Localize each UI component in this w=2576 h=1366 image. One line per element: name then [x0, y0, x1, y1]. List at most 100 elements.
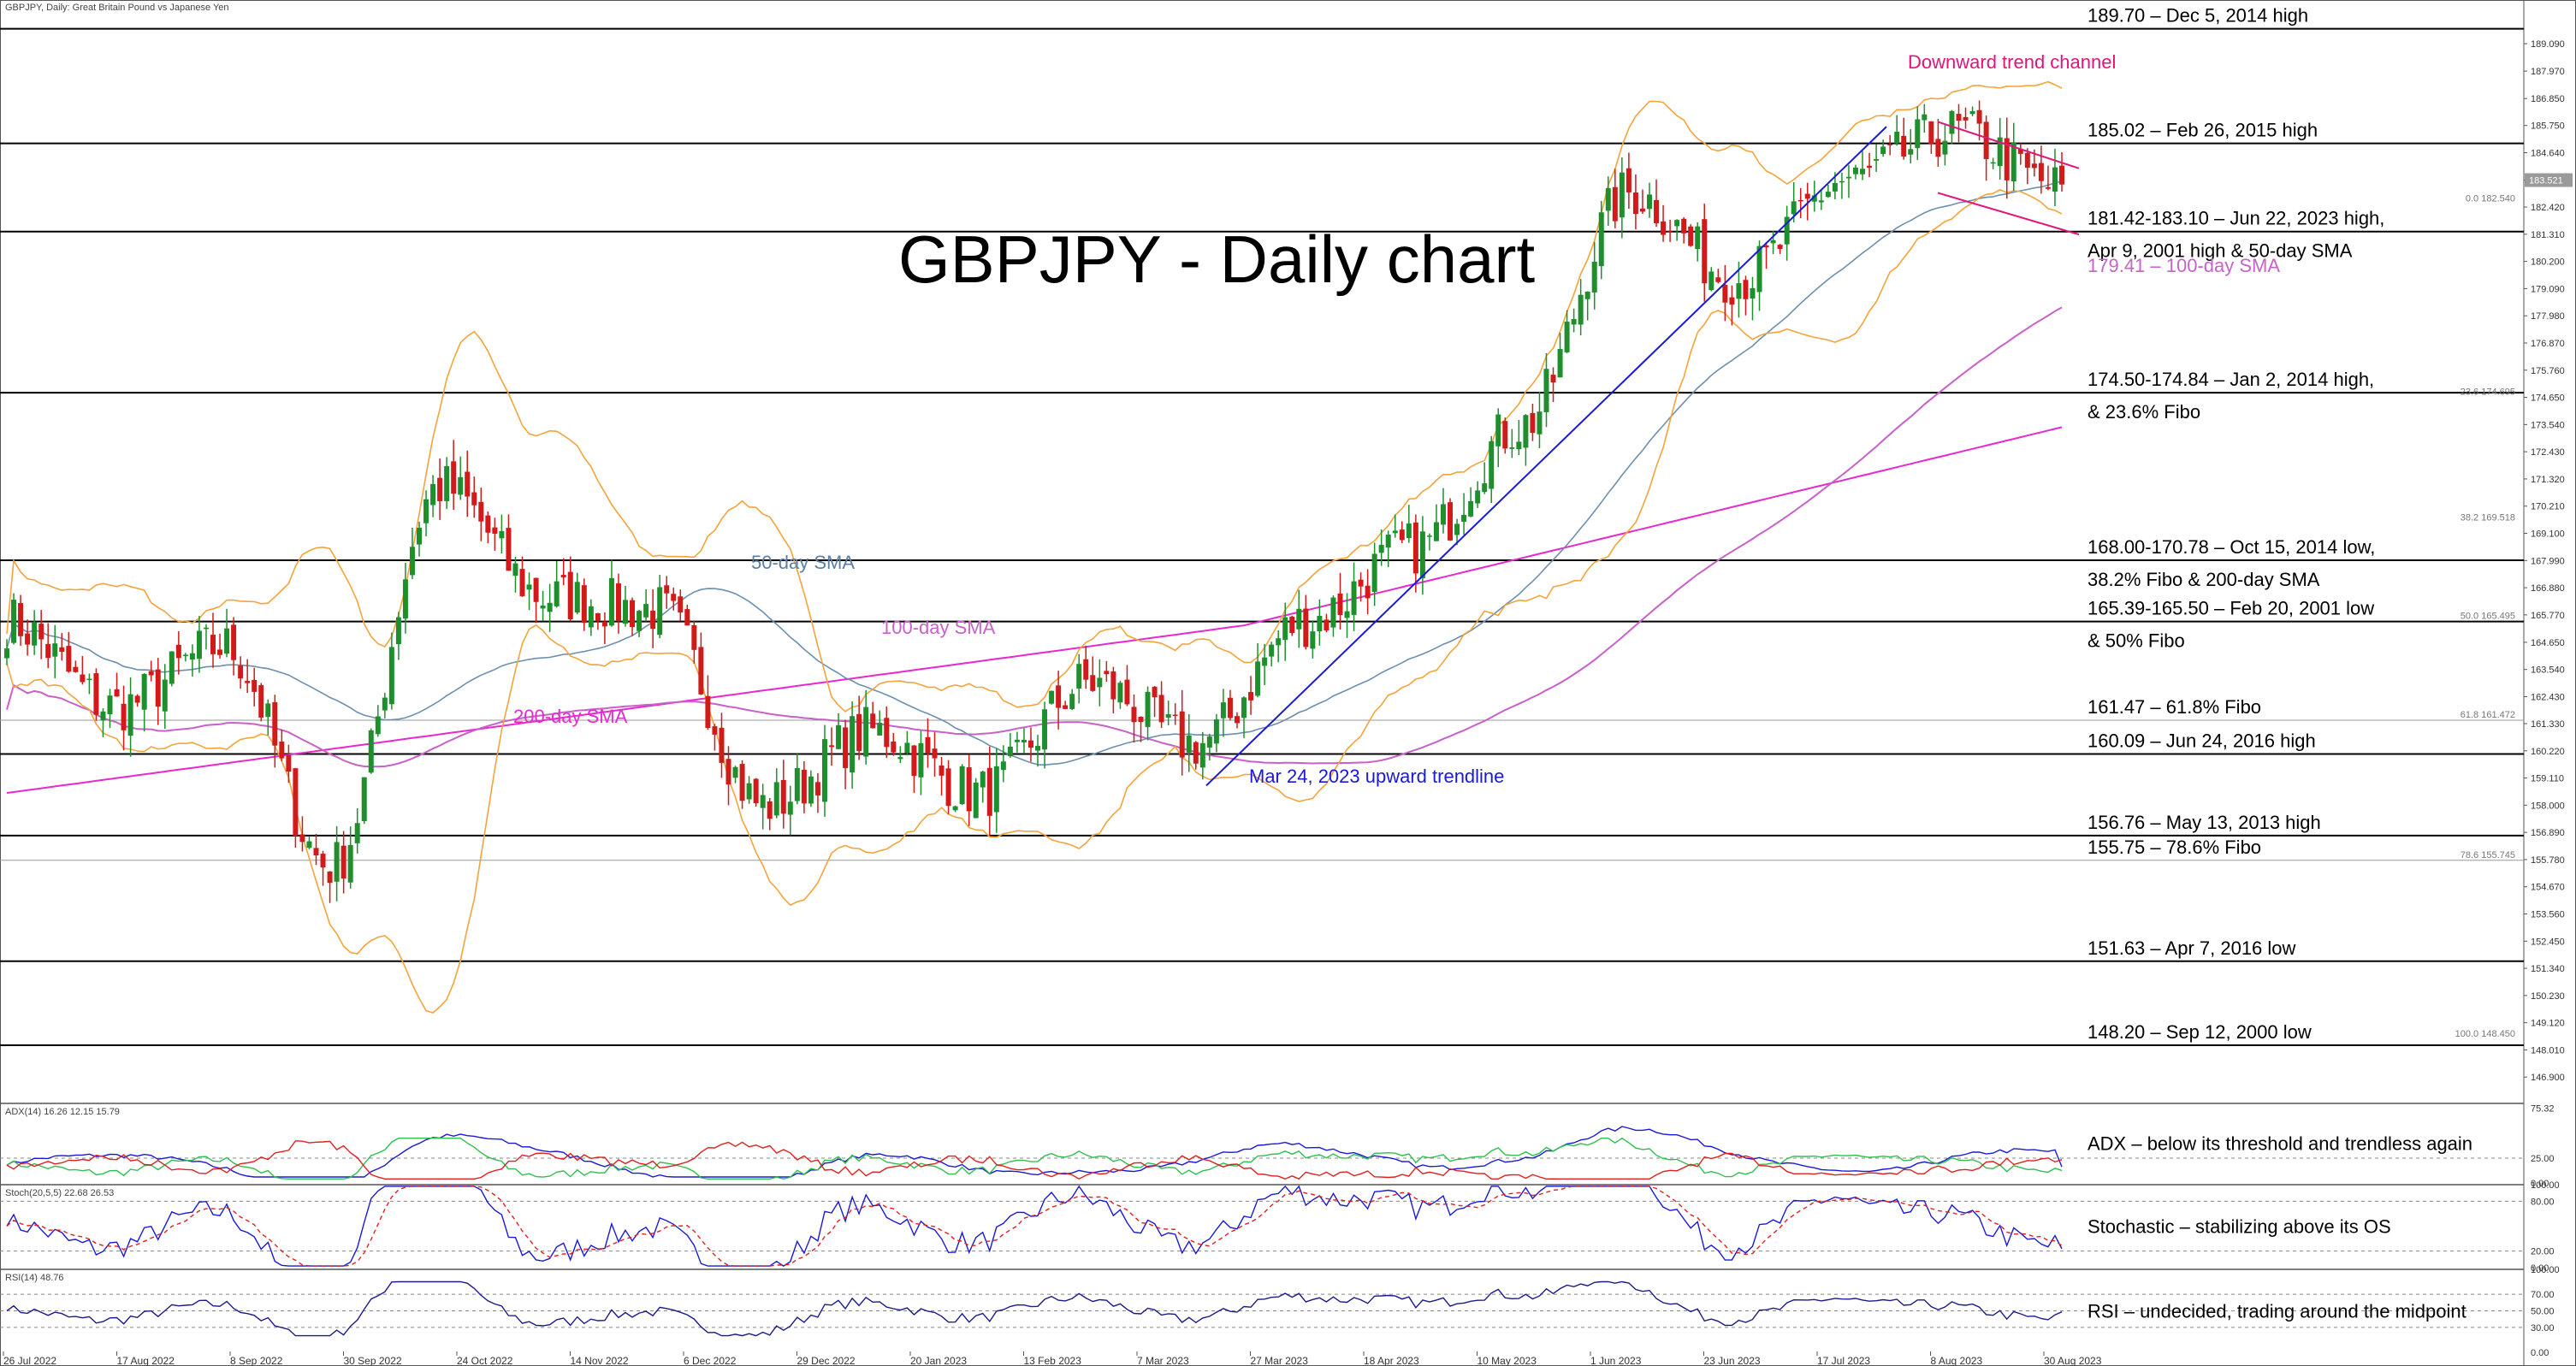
- candle-body: [1860, 169, 1866, 174]
- candle-body: [1832, 182, 1838, 192]
- candle-body: [1296, 608, 1302, 630]
- candle-body: [18, 603, 24, 636]
- candle-body: [1908, 149, 1914, 155]
- candle-body: [162, 679, 168, 712]
- candle-body: [1131, 707, 1137, 723]
- candle-body: [354, 823, 360, 843]
- stoch-k-line: [6, 1185, 2063, 1267]
- candle-body: [753, 778, 759, 803]
- candle-body: [773, 782, 779, 816]
- candle-body: [86, 678, 92, 681]
- candle-body: [45, 643, 51, 659]
- candle-body: [1591, 261, 1597, 293]
- candle-body: [1110, 671, 1116, 700]
- candle-body: [1014, 739, 1020, 742]
- candle-body: [1874, 159, 1880, 161]
- candle-body: [1887, 144, 1893, 145]
- candle-body: [808, 776, 814, 804]
- candle-body: [678, 596, 684, 613]
- candle-body: [1983, 121, 1989, 159]
- candle-body: [1626, 168, 1631, 192]
- candle-body: [1158, 695, 1164, 723]
- candle-body: [1351, 581, 1357, 615]
- candle-body: [2010, 142, 2016, 182]
- indicator-note: Stochastic – stabilizing above its OS: [2087, 1216, 2391, 1238]
- level-label-secondary: & 23.6% Fibo: [2087, 401, 2200, 423]
- x-tick-label: 30 Aug 2023: [2044, 1355, 2102, 1366]
- sma50-line: [6, 180, 2063, 766]
- candle-body: [1083, 659, 1089, 680]
- fib-tag: 78.6 155.745: [2461, 850, 2515, 860]
- candle-body: [1736, 283, 1742, 299]
- candle-body: [114, 689, 120, 697]
- candle-body: [1598, 212, 1604, 267]
- candle-body: [430, 483, 436, 506]
- candle-body: [595, 612, 601, 622]
- candle-body: [554, 581, 560, 606]
- candle-body: [1371, 553, 1377, 592]
- candle-body: [630, 600, 636, 628]
- candle-body: [560, 575, 566, 577]
- adx-line: [6, 1126, 2063, 1178]
- candle-body: [1818, 200, 1824, 203]
- candle-body: [712, 726, 718, 735]
- candle-body: [1646, 194, 1652, 210]
- candle-body: [1763, 245, 1769, 248]
- level-label: 189.70 – Dec 5, 2014 high: [2087, 5, 2308, 27]
- candle-body: [1097, 677, 1103, 688]
- candle-body: [1901, 135, 1907, 157]
- candle-body: [196, 630, 202, 659]
- candle-body: [375, 716, 381, 735]
- candle-body: [127, 694, 133, 736]
- y-tick-label: 153.560: [2531, 910, 2565, 920]
- candle-body: [1358, 579, 1364, 587]
- candle-body: [485, 515, 491, 533]
- candle-body: [939, 765, 945, 776]
- candle-body: [1117, 683, 1123, 703]
- candle-body: [1743, 280, 1749, 299]
- level-label: 181.42-183.10 – Jun 22, 2023 high,: [2087, 208, 2384, 229]
- candle-body: [1027, 740, 1033, 748]
- candle-body: [814, 782, 820, 795]
- candle-body: [238, 665, 244, 679]
- candle-body: [1997, 137, 2003, 167]
- indicator-header: ADX(14) 16.26 12.15 15.79: [5, 1107, 120, 1117]
- y-tick-label: 175.760: [2531, 366, 2565, 376]
- y-tick-label: 186.850: [2531, 94, 2565, 104]
- candle-body: [107, 695, 113, 715]
- candle-body: [1193, 742, 1199, 764]
- candle-body: [2031, 163, 2037, 169]
- candle-body: [1104, 671, 1110, 675]
- level-label: 185.02 – Feb 26, 2015 high: [2087, 120, 2318, 141]
- candle-body: [52, 643, 58, 657]
- candle-body: [1385, 535, 1391, 548]
- candle-body: [547, 602, 553, 612]
- candle-body: [2024, 152, 2030, 169]
- candle-body: [1035, 746, 1041, 751]
- y-tick-label: 162.430: [2531, 693, 2565, 703]
- candle-body: [519, 569, 525, 596]
- candle-body: [1000, 761, 1006, 771]
- candle-body: [1186, 735, 1192, 753]
- candle-body: [32, 622, 38, 646]
- stoch-d-line: [6, 1186, 2063, 1267]
- y-tick-label: 163.540: [2531, 665, 2565, 676]
- candle-body: [1523, 415, 1529, 448]
- y-tick-label: 161.330: [2531, 719, 2565, 730]
- candle-body: [313, 848, 319, 856]
- candle-body: [980, 772, 986, 788]
- x-tick-label: 14 Nov 2022: [571, 1355, 629, 1366]
- candle-body: [1165, 713, 1171, 718]
- candle-body: [643, 604, 649, 618]
- candle-body: [739, 764, 745, 801]
- indicator-tick: 75.32: [2531, 1103, 2555, 1114]
- candle-body: [506, 528, 512, 571]
- candle-body: [1942, 140, 1948, 155]
- candle-body: [478, 501, 484, 522]
- candle-body: [877, 723, 883, 736]
- candle-body: [1303, 608, 1309, 648]
- x-tick-label: 23 Jun 2023: [1704, 1355, 1761, 1366]
- level-label: 161.47 – 61.8% Fibo: [2087, 696, 2261, 718]
- chart-annotation: 100-day SMA: [881, 617, 996, 638]
- candle-body: [986, 767, 992, 816]
